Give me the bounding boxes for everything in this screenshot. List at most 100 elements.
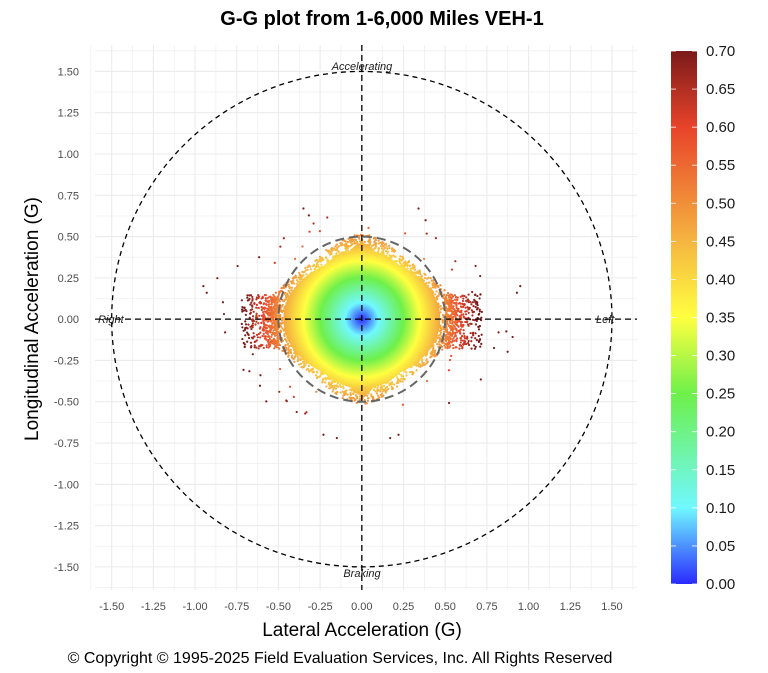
data-point: [456, 314, 459, 317]
data-point: [434, 283, 437, 287]
data-point: [359, 250, 362, 253]
data-point: [287, 283, 290, 286]
data-point: [474, 337, 477, 340]
data-point: [312, 222, 315, 225]
data-point: [305, 360, 308, 364]
data-point: [388, 247, 391, 250]
data-point: [381, 255, 384, 258]
data-point: [466, 335, 469, 338]
data-point: [471, 314, 474, 317]
data-point: [242, 329, 245, 332]
data-point: [246, 296, 249, 299]
data-point: [331, 375, 335, 378]
data-point: [423, 272, 426, 275]
data-point: [309, 355, 312, 358]
data-point: [266, 311, 269, 314]
data-point: [455, 338, 458, 342]
data-point: [451, 300, 454, 303]
data-point: [316, 364, 320, 367]
data-point: [317, 270, 321, 273]
data-point: [279, 309, 282, 313]
data-point: [400, 375, 403, 378]
data-point: [351, 243, 354, 246]
data-point: [346, 246, 349, 250]
colorbar-tick-label: 0.25: [706, 386, 735, 403]
data-point: [263, 310, 266, 313]
data-point: [313, 356, 316, 360]
data-point: [279, 245, 282, 248]
data-point: [365, 402, 368, 405]
data-point: [280, 287, 283, 290]
data-point: [426, 379, 429, 383]
data-point: [465, 299, 468, 303]
x-axis-label: Lateral Acceleration (G): [262, 620, 462, 641]
data-point: [413, 356, 416, 359]
data-point: [444, 297, 447, 300]
data-point: [461, 339, 464, 342]
data-point: [252, 319, 256, 322]
data-point: [267, 325, 270, 328]
data-point: [251, 353, 254, 356]
data-point: [400, 263, 403, 266]
data-point: [321, 268, 325, 271]
colorbar-tick-label: 0.70: [706, 43, 735, 60]
y-tick-label: -0.75: [54, 438, 79, 450]
data-point: [281, 349, 284, 352]
data-point: [297, 280, 300, 283]
data-point: [377, 394, 380, 397]
data-point: [273, 327, 277, 331]
data-point: [397, 379, 401, 382]
data-point: [396, 380, 399, 383]
data-point: [409, 275, 412, 278]
data-point: [274, 298, 278, 301]
data-point: [251, 326, 254, 329]
data-point: [477, 325, 480, 328]
data-point: [301, 347, 304, 351]
data-point: [381, 381, 385, 385]
data-point: [377, 250, 380, 253]
data-point: [274, 300, 277, 303]
data-point: [375, 392, 378, 395]
data-point: [459, 331, 462, 334]
data-point: [336, 382, 339, 385]
data-point: [455, 303, 458, 306]
data-point: [449, 344, 452, 347]
data-point: [347, 384, 350, 387]
data-point: [325, 266, 328, 270]
data-point: [386, 247, 389, 250]
data-point: [395, 374, 398, 377]
data-point: [321, 270, 324, 274]
data-point: [307, 365, 310, 368]
data-point: [459, 302, 462, 305]
data-point: [244, 313, 247, 317]
data-point: [221, 301, 225, 304]
data-point: [476, 294, 479, 298]
x-tick-label: -1.00: [183, 601, 208, 613]
data-point: [241, 337, 244, 341]
data-point: [425, 290, 428, 293]
data-point: [452, 307, 456, 311]
x-tick-label: 0.75: [476, 601, 497, 613]
data-point: [334, 375, 337, 378]
data-point: [354, 394, 357, 397]
data-point: [478, 297, 481, 300]
data-point: [290, 344, 293, 347]
data-point: [467, 343, 471, 347]
data-point: [258, 301, 261, 304]
data-point: [301, 357, 304, 361]
data-point: [244, 320, 247, 323]
data-point: [385, 254, 388, 257]
data-point: [340, 251, 343, 254]
data-point: [447, 296, 451, 299]
data-point: [279, 329, 282, 332]
data-point: [247, 336, 251, 340]
data-point: [348, 251, 352, 254]
data-point: [350, 397, 353, 401]
data-point: [439, 337, 442, 340]
data-point: [355, 388, 358, 391]
data-point: [396, 265, 399, 268]
data-point: [444, 335, 447, 339]
data-point: [442, 341, 445, 344]
data-point: [248, 297, 251, 300]
